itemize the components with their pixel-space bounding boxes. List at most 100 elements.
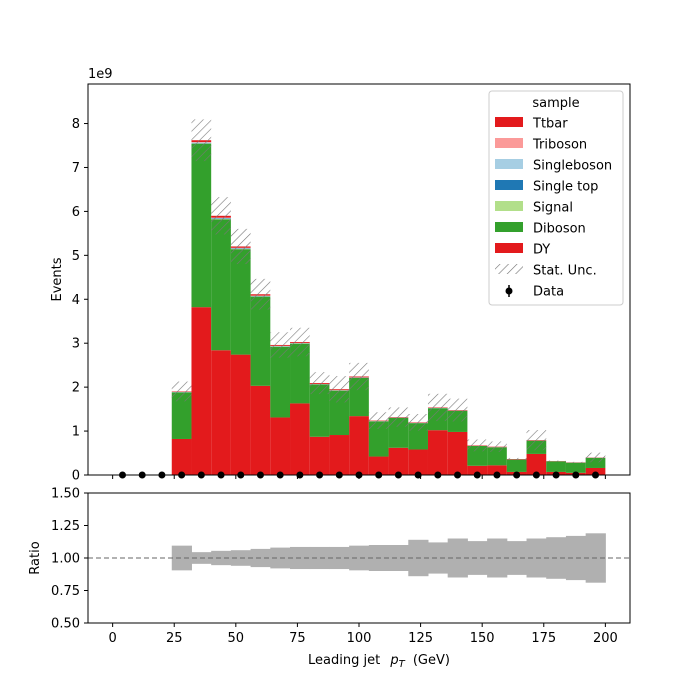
bar-diboson	[211, 219, 231, 351]
bar-dy	[211, 350, 231, 475]
x-axis-title-subscript: T	[399, 659, 406, 670]
stat-unc-band	[290, 327, 310, 357]
x-tick-label: 50	[228, 631, 245, 646]
ratio-y-ticks: 0.50 0.75 1.00 1.25 1.50	[51, 487, 88, 632]
y-tick-label: 6	[72, 205, 80, 220]
ratio-unc-bin	[211, 550, 232, 566]
stat-unc-band	[329, 376, 350, 403]
stat-unc-band	[368, 412, 389, 429]
y-tick-label: 3	[72, 337, 80, 352]
bar-dy	[427, 430, 448, 475]
main-y-ticks: 0 1 2 3 4 5 6 7 8	[72, 117, 88, 484]
y-tick-label: 7	[72, 161, 80, 176]
y-tick-label: 8	[72, 117, 80, 132]
legend-swatch	[495, 138, 523, 148]
bar-dy	[290, 403, 310, 475]
stat-unc-band	[447, 398, 468, 422]
stat-unc-band	[211, 197, 231, 235]
stat-unc-band	[250, 278, 271, 310]
ratio-unc-bin	[309, 546, 330, 570]
ratio-panel: 0 25 50 75 100 125 150 175 200 0.50 0.75 1.00 1.25 1…	[28, 487, 631, 646]
x-tick-label: 25	[166, 631, 183, 646]
legend-entry: Singleboson	[495, 159, 612, 174]
bar-diboson	[506, 459, 527, 472]
ratio-unc-bin	[427, 542, 449, 574]
bar-diboson	[171, 392, 192, 439]
bar-dy	[250, 385, 271, 475]
stat-unc-band	[349, 362, 369, 391]
legend-marker	[505, 287, 513, 295]
legend-swatch	[495, 180, 523, 190]
y-tick-label: 2	[72, 381, 80, 396]
stat-unc-band	[467, 439, 488, 452]
x-axis-title-unit: (GeV)	[413, 653, 450, 668]
stat-unc-band	[546, 460, 566, 462]
bar-dy	[467, 465, 488, 475]
stat-unc-band	[565, 461, 586, 463]
legend-swatch	[495, 159, 523, 169]
bar-dy	[349, 416, 369, 475]
legend-hatch-swatch	[495, 264, 523, 274]
legend: sample Ttbar Triboson Singleboson Single to…	[488, 90, 624, 306]
legend-swatch	[495, 222, 523, 232]
x-tick-label: 175	[531, 631, 556, 646]
bar-diboson	[191, 143, 212, 308]
stat-uncertainty-bands	[171, 119, 606, 463]
bar-diboson	[585, 457, 606, 468]
legend-label: Ttbar	[532, 117, 568, 132]
x-axis-title-symbol: p	[389, 653, 398, 668]
legend-label: DY	[533, 243, 550, 258]
legend-entry: Signal	[495, 201, 573, 216]
bar-diboson	[309, 384, 330, 437]
bar-diboson	[250, 296, 271, 386]
main-panel: 0 1 2 3 4 5 6 7 8 1e9 Events	[50, 67, 631, 484]
x-tick-label: 125	[408, 631, 433, 646]
bar-diboson	[290, 343, 310, 404]
legend-entry: DY	[495, 243, 550, 258]
ratio-x-ticks: 0 25 50 75 100 125 150 175 200	[108, 623, 618, 646]
legend-swatch	[495, 117, 523, 127]
y-tick-label: 5	[72, 249, 80, 264]
bar-dy	[487, 465, 507, 475]
y-scale-multiplier: 1e9	[88, 67, 113, 82]
legend-entry: Diboson	[495, 222, 586, 237]
ratio-y-tick-label: 1.00	[51, 552, 80, 567]
bar-diboson	[230, 249, 251, 355]
bar-dy	[191, 307, 212, 475]
bar-diboson	[368, 421, 389, 457]
ratio-y-axis-title: Ratio	[28, 541, 43, 574]
stat-unc-band	[408, 414, 428, 431]
x-axis-title-main: Leading jet	[308, 653, 380, 668]
legend-entry: Triboson	[495, 138, 587, 153]
bar-dy	[309, 436, 330, 475]
legend-label: Diboson	[533, 222, 586, 237]
stat-unc-band	[526, 430, 547, 451]
bar-dy	[329, 435, 350, 475]
stat-unc-band	[191, 119, 212, 162]
ratio-y-tick-label: 1.25	[51, 519, 80, 534]
x-tick-label: 0	[108, 631, 116, 646]
legend-label: Triboson	[532, 138, 587, 153]
x-tick-label: 150	[470, 631, 495, 646]
ratio-unc-bin	[171, 545, 192, 571]
ratio-unc-bin	[388, 545, 409, 571]
bar-dy	[230, 354, 251, 475]
bar-dy	[585, 467, 606, 475]
bar-dy	[388, 447, 409, 475]
stat-unc-band	[585, 452, 606, 463]
legend-label: Stat. Unc.	[533, 264, 597, 279]
legend-label: Signal	[533, 201, 573, 216]
x-tick-label: 100	[347, 631, 372, 646]
legend-entry: Stat. Unc.	[495, 264, 597, 279]
main-x-ticks	[112, 475, 606, 479]
stat-unc-band	[230, 228, 251, 265]
ratio-y-tick-label: 0.50	[51, 617, 80, 632]
legend-label: Singleboson	[533, 159, 612, 174]
stat-unc-band	[270, 332, 291, 358]
stat-unc-band	[309, 372, 330, 395]
stacked-histogram	[171, 140, 606, 475]
ratio-unc-bin	[467, 541, 488, 575]
ratio-y-tick-label: 0.75	[51, 584, 80, 599]
bar-dy	[526, 453, 547, 475]
